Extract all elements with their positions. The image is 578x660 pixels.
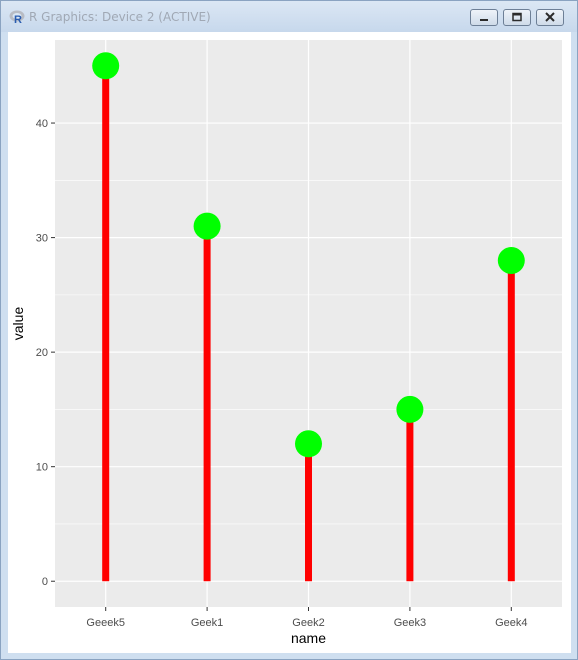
y-tick-label: 0 xyxy=(42,576,48,588)
lollipop-stem xyxy=(305,443,312,582)
lollipop-point xyxy=(396,395,424,423)
x-tick-label: Geek2 xyxy=(292,617,324,629)
restore-icon xyxy=(512,12,522,22)
lollipop-point xyxy=(193,212,221,240)
lollipop-stem xyxy=(102,65,110,582)
restore-button[interactable] xyxy=(503,9,531,26)
y-tick-label: 10 xyxy=(36,462,48,474)
svg-text:R: R xyxy=(14,14,22,25)
close-button[interactable] xyxy=(536,9,564,26)
lollipop-stem xyxy=(406,409,414,582)
y-axis-title: value xyxy=(10,307,26,341)
lollipop-point xyxy=(497,247,525,274)
lollipop-point xyxy=(92,52,120,80)
x-axis-title: name xyxy=(291,630,326,646)
window-title: R Graphics: Device 2 (ACTIVE) xyxy=(29,10,211,24)
title-bar[interactable]: R R Graphics: Device 2 (ACTIVE) xyxy=(1,1,577,32)
x-tick-label: Geek4 xyxy=(495,617,527,629)
lollipop-chart: 0 10 20 30 40 Geeek5 Geek1 Geek2 Geek3 Geek4 nam… xyxy=(10,40,562,646)
lollipop-stem xyxy=(507,260,515,582)
y-tick-label: 20 xyxy=(36,347,48,359)
x-tick-label: Geek3 xyxy=(394,617,426,629)
x-tick-label: Geek1 xyxy=(191,617,223,629)
minimize-icon xyxy=(480,19,488,21)
y-tick-label: 30 xyxy=(36,233,48,245)
minimize-button[interactable] xyxy=(470,9,498,26)
r-logo-icon: R xyxy=(9,10,25,25)
lollipop-stem xyxy=(203,226,211,582)
lollipop-point xyxy=(295,430,322,458)
x-tick-label: Geeek5 xyxy=(86,617,125,629)
plot-area: 0 10 20 30 40 Geeek5 Geek1 Geek2 Geek3 Geek4 nam… xyxy=(8,32,571,653)
x-axis-ticks: Geeek5 Geek1 Geek2 Geek3 Geek4 xyxy=(86,607,528,629)
points xyxy=(92,52,525,458)
stems xyxy=(102,65,515,582)
y-tick-label: 40 xyxy=(36,118,48,130)
y-axis-ticks: 0 10 20 30 40 xyxy=(36,118,55,588)
close-icon xyxy=(545,12,555,22)
